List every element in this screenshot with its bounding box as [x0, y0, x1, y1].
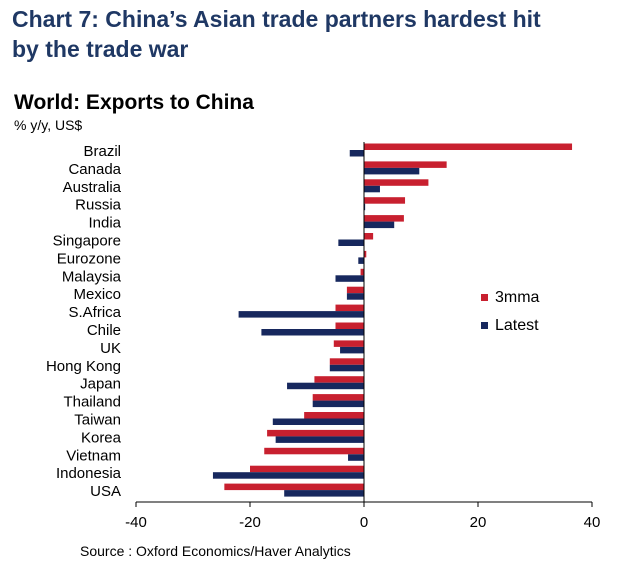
bar-latest-japan — [287, 382, 364, 390]
bar-3mma-usa — [224, 483, 364, 491]
bar-latest-australia — [364, 185, 380, 193]
x-tick-label: 20 — [470, 514, 487, 531]
category-label: S.Africa — [68, 304, 121, 321]
category-label: Brazil — [83, 143, 121, 160]
category-label: Japan — [80, 376, 121, 393]
x-tick-label: 0 — [360, 514, 368, 531]
category-label: Korea — [81, 429, 122, 446]
bar-3mma-vietnam — [264, 447, 364, 455]
legend-swatch-latest — [481, 322, 488, 329]
bar-3mma-hong-kong — [329, 358, 364, 365]
bar-3mma-chile — [335, 322, 364, 329]
category-label: Canada — [68, 161, 121, 178]
bar-3mma-uk — [333, 340, 364, 347]
legend: 3mma Latest — [481, 289, 540, 334]
chart-title: World: Exports to China — [14, 91, 254, 114]
bar-latest-thailand — [312, 400, 364, 408]
bar-3mma-singapore — [364, 233, 374, 240]
category-label: UK — [100, 340, 121, 357]
bar-3mma-russia — [364, 197, 406, 204]
bar-latest-mexico — [346, 293, 364, 300]
category-label: India — [88, 215, 121, 232]
bar-latest-usa — [284, 490, 364, 497]
bar-3mma-thailand — [312, 394, 364, 401]
bar-3mma-india — [364, 215, 404, 222]
category-label: Russia — [75, 197, 122, 214]
legend-label-latest: Latest — [495, 317, 539, 334]
bar-latest-eurozone — [358, 257, 364, 264]
bar-3mma-brazil — [364, 143, 573, 150]
legend-label-3mma: 3mma — [495, 289, 540, 306]
bar-3mma-mexico — [346, 286, 364, 294]
bar-3mma-canada — [364, 161, 447, 168]
bar-latest-india — [364, 221, 395, 229]
category-labels: BrazilCanadaAustraliaRussiaIndiaSingapor… — [46, 143, 122, 500]
bar-3mma-malaysia — [360, 268, 364, 276]
bars-layer — [212, 143, 573, 497]
bar-latest-taiwan — [272, 418, 364, 425]
title-line-1: Chart 7: China’s Asian trade partners ha… — [12, 6, 541, 32]
bar-latest-s-africa — [238, 311, 364, 318]
category-label: Mexico — [73, 286, 121, 303]
bar-latest-singapore — [338, 239, 364, 246]
category-label: Chile — [87, 322, 121, 339]
category-label: USA — [90, 483, 121, 500]
category-label: Australia — [63, 179, 122, 196]
title-line-2: by the trade war — [12, 36, 189, 62]
category-label: Thailand — [63, 394, 121, 411]
legend-swatch-3mma — [481, 294, 488, 301]
category-label: Taiwan — [74, 411, 121, 428]
bar-latest-canada — [364, 167, 420, 175]
bar-3mma-korea — [267, 429, 364, 437]
bar-latest-uk — [340, 346, 364, 354]
bar-latest-indonesia — [212, 472, 364, 479]
bar-3mma-indonesia — [250, 465, 364, 473]
page-title: Chart 7: China’s Asian trade partners ha… — [12, 4, 637, 64]
bar-3mma-taiwan — [304, 412, 364, 419]
bar-3mma-eurozone — [364, 250, 367, 258]
x-tick-label: -20 — [239, 514, 261, 531]
bar-latest-russia — [364, 203, 366, 211]
bar-3mma-japan — [314, 376, 364, 383]
bar-latest-chile — [261, 329, 364, 336]
category-label: Eurozone — [57, 250, 121, 267]
bar-latest-malaysia — [335, 275, 364, 282]
source-note: Source : Oxford Economics/Haver Analytic… — [80, 543, 351, 559]
category-label: Vietnam — [66, 447, 121, 464]
bar-3mma-s-africa — [335, 304, 364, 312]
bar-latest-korea — [275, 436, 364, 443]
bar-latest-brazil — [349, 150, 364, 157]
bar-latest-hong-kong — [329, 364, 364, 372]
x-tick-label: 40 — [584, 514, 601, 531]
bar-latest-vietnam — [348, 454, 364, 461]
category-label: Indonesia — [56, 465, 122, 482]
bar-3mma-australia — [364, 179, 429, 186]
category-label: Malaysia — [62, 268, 122, 285]
y-axis-label: % y/y, US$ — [14, 117, 82, 133]
x-axis: -40 -20 0 20 40 — [125, 142, 600, 531]
category-label: Hong Kong — [46, 358, 121, 375]
x-tick-label: -40 — [125, 514, 147, 531]
category-label: Singapore — [53, 232, 121, 249]
